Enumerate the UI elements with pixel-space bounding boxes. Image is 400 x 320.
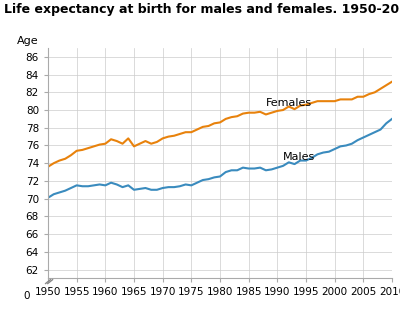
Text: Life expectancy at birth for males and females. 1950-2010: Life expectancy at birth for males and f… — [4, 3, 400, 16]
Text: Females: Females — [266, 98, 312, 108]
Text: 0: 0 — [24, 291, 30, 301]
Text: Age: Age — [17, 36, 39, 46]
Text: Males: Males — [283, 152, 315, 162]
